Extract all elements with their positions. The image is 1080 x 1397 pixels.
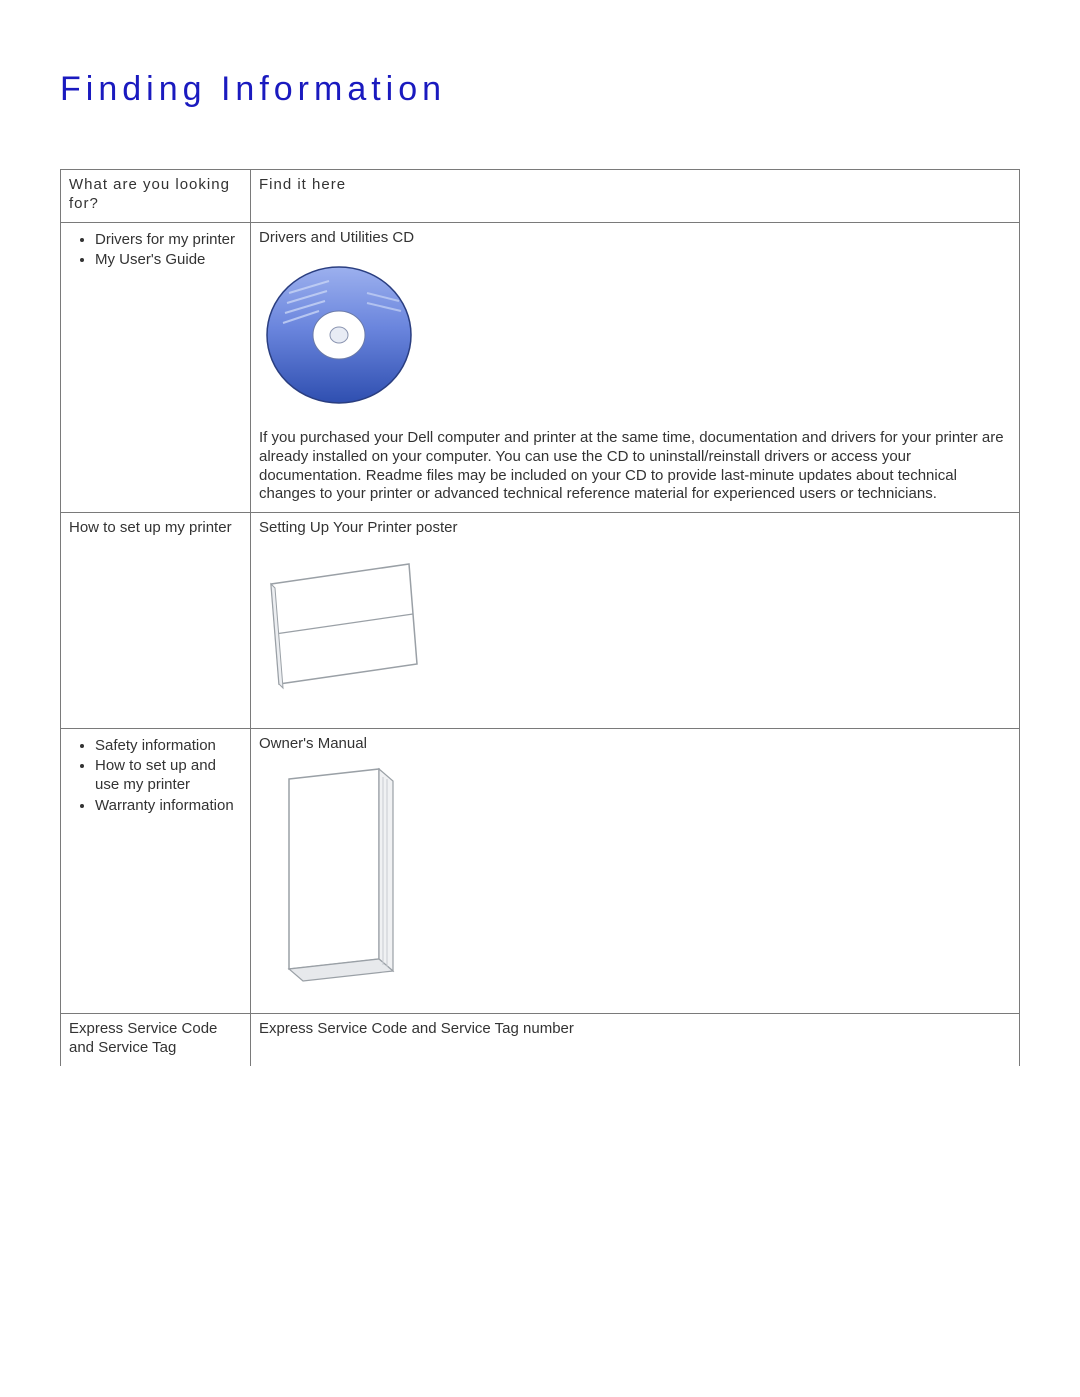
row0-right: Drivers and Utilities CD xyxy=(251,222,1020,513)
list-item: Warranty information xyxy=(95,797,242,816)
list-item: Drivers for my printer xyxy=(95,231,242,250)
row0-left-list: Drivers for my printer My User's Guide xyxy=(69,231,242,271)
page-title: Finding Information xyxy=(60,70,1020,109)
table-row: Safety information How to set up and use… xyxy=(61,728,1020,1014)
table-row: How to set up my printer Setting Up Your… xyxy=(61,513,1020,729)
table-row: Express Service Code and Service Tag Exp… xyxy=(61,1014,1020,1066)
list-item: My User's Guide xyxy=(95,251,242,270)
row0-right-desc: If you purchased your Dell computer and … xyxy=(259,429,1011,504)
row2-left-list: Safety information How to set up and use… xyxy=(69,737,242,816)
cd-icon xyxy=(259,253,1011,419)
row2-right: Owner's Manual xyxy=(251,728,1020,1014)
list-item: Safety information xyxy=(95,737,242,756)
row3-left: Express Service Code and Service Tag xyxy=(61,1014,251,1066)
row2-left: Safety information How to set up and use… xyxy=(61,728,251,1014)
row3-right-title: Express Service Code and Service Tag num… xyxy=(259,1020,1011,1039)
row2-right-title: Owner's Manual xyxy=(259,735,1011,754)
list-item: How to set up and use my printer xyxy=(95,757,242,795)
row1-right: Setting Up Your Printer poster xyxy=(251,513,1020,729)
finding-information-table: What are you looking for? Find it here D… xyxy=(60,169,1020,1066)
row1-right-title: Setting Up Your Printer poster xyxy=(259,519,1011,538)
row3-right: Express Service Code and Service Tag num… xyxy=(251,1014,1020,1066)
poster-icon xyxy=(259,544,1011,710)
header-left: What are you looking for? xyxy=(61,170,251,223)
row0-right-title: Drivers and Utilities CD xyxy=(259,229,1011,248)
row0-left: Drivers for my printer My User's Guide xyxy=(61,222,251,513)
row1-left: How to set up my printer xyxy=(61,513,251,729)
manual-icon xyxy=(259,759,1011,995)
header-right: Find it here xyxy=(251,170,1020,223)
table-header-row: What are you looking for? Find it here xyxy=(61,170,1020,223)
document-page: Finding Information What are you looking… xyxy=(0,0,1080,1066)
table-row: Drivers for my printer My User's Guide D… xyxy=(61,222,1020,513)
